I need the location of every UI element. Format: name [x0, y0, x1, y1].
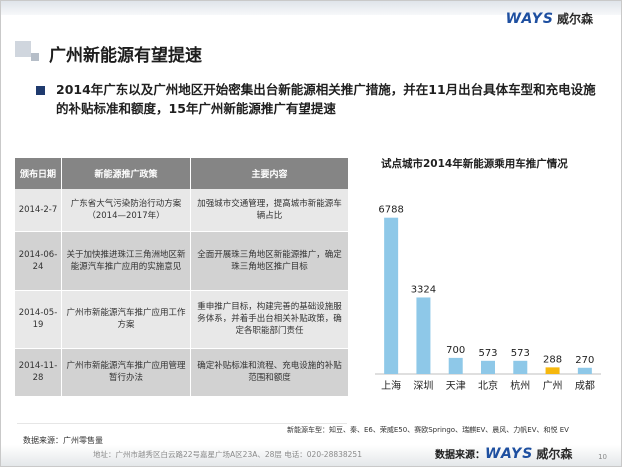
table-row: 2014-06-24 关于加快推进珠江三角洲地区新能源汽车推广应用的实施意见 全… [15, 231, 349, 291]
cell-content: 确定补贴标准和流程、充电设施的补贴范围和额度 [190, 348, 349, 397]
chart-title: 试点城市2014年新能源乘用车推广情况 [381, 158, 568, 170]
bar-4 [513, 360, 528, 374]
logo-wordmark: WAYS [505, 10, 554, 27]
footer-bar [1, 445, 621, 466]
footer-logo-wordmark: WAYS [485, 445, 534, 462]
source-divider [17, 423, 347, 444]
cell-policy: 广州市新能源汽车推广应用管理暂行办法 [61, 348, 191, 397]
cell-policy: 广州市新能源汽车推广应用工作方案 [61, 290, 191, 349]
cell-date: 2014-2-7 [15, 189, 62, 232]
table-row: 2014-11-28 广州市新能源汽车推广应用管理暂行办法 确定补贴标准和流程、… [15, 348, 349, 397]
data-label-2: 700 [446, 345, 465, 356]
cell-date: 2014-11-28 [15, 348, 62, 397]
x-tick-label-0: 上海 [381, 379, 401, 392]
x-tick-label-6: 成都 [575, 380, 595, 392]
footer-address: 地址：广州市越秀区白云路22号嘉星广场A区23A、28层 电话：020-2883… [93, 450, 362, 459]
policy-table: 颁布日期 新能源推广政策 主要内容 2014-2-7 广东省大气污染防治行动方案… [15, 158, 349, 397]
summary-bullet: 2014年广东以及广州地区开始密集出台新能源相关推广措施，并在11月出台具体车型… [56, 82, 596, 116]
data-label-3: 573 [478, 348, 497, 359]
cell-date: 2014-05-19 [15, 290, 62, 349]
x-tick-label-4: 杭州 [510, 379, 530, 392]
footer-logo-chinese-name: 威尔森 [536, 447, 573, 461]
x-tick-label-1: 深圳 [413, 380, 433, 392]
bar-2 [448, 357, 463, 374]
cell-policy: 广东省大气污染防治行动方案（2014—2017年） [61, 189, 191, 232]
data-label-1: 3324 [411, 284, 436, 295]
cell-content: 全面开展珠三角地区新能源推广，确定珠三角地区推广目标 [190, 231, 349, 291]
cell-content: 加强城市交通管理，提高城市新能源车辆占比 [190, 189, 349, 232]
cell-date: 2014-06-24 [15, 231, 62, 291]
footer-source: 数据来源： WAYS 威尔森 [435, 445, 572, 462]
cell-content: 重申推广目标，构建完善的基础设施服务体系，并着手出台相关补贴政策，确定各职能部门… [190, 290, 349, 349]
title-decoration-square-small [31, 53, 39, 61]
logo-chinese-name: 威尔森 [556, 12, 593, 26]
x-tick-label-2: 天津 [446, 380, 466, 392]
bar-3 [481, 360, 495, 374]
bar-5 [545, 367, 560, 374]
header-policy: 新能源推广政策 [61, 158, 191, 189]
brand-logo: WAYS 威尔森 [506, 10, 593, 27]
data-label-5: 288 [543, 354, 562, 365]
bar-6 [577, 367, 592, 374]
header-content: 主要内容 [190, 158, 349, 189]
x-tick-label-3: 北京 [478, 379, 498, 392]
page-number: 10 [598, 453, 607, 461]
x-tick-label-5: 广州 [543, 380, 563, 392]
top-bar [1, 1, 621, 15]
table-row: 2014-2-7 广东省大气污染防治行动方案（2014—2017年） 加强城市交… [15, 189, 349, 232]
bullet-square-icon [36, 86, 45, 95]
table-row: 2014-05-19 广州市新能源汽车推广应用工作方案 重申推广目标，构建完善的… [15, 290, 349, 349]
bar-1 [416, 297, 431, 374]
bar-chart: 6788 上海 3324 深圳 700 天津 573 北京 573 杭州 288 广州 270 成都 [375, 205, 601, 392]
data-label-0: 6788 [378, 205, 403, 216]
title-decoration-square [15, 41, 31, 57]
header-date: 颁布日期 [15, 158, 62, 189]
data-label-4: 573 [511, 348, 530, 359]
data-source-note: 数据来源：广州零售量 [23, 436, 103, 445]
cell-policy: 关于加快推进珠江三角洲地区新能源汽车推广应用的实施意见 [61, 231, 191, 291]
table-header-row: 颁布日期 新能源推广政策 主要内容 [15, 158, 349, 189]
footer-source-label: 数据来源： [435, 450, 485, 461]
bar-0 [384, 217, 399, 374]
data-label-6: 270 [575, 355, 594, 366]
models-note: 新能源车型：知豆、秦、E6、荣威E50、赛欧Springo、瑞麒EV、晨风、力帆… [287, 426, 569, 434]
page-title: 广州新能源有望提速 [49, 46, 202, 66]
